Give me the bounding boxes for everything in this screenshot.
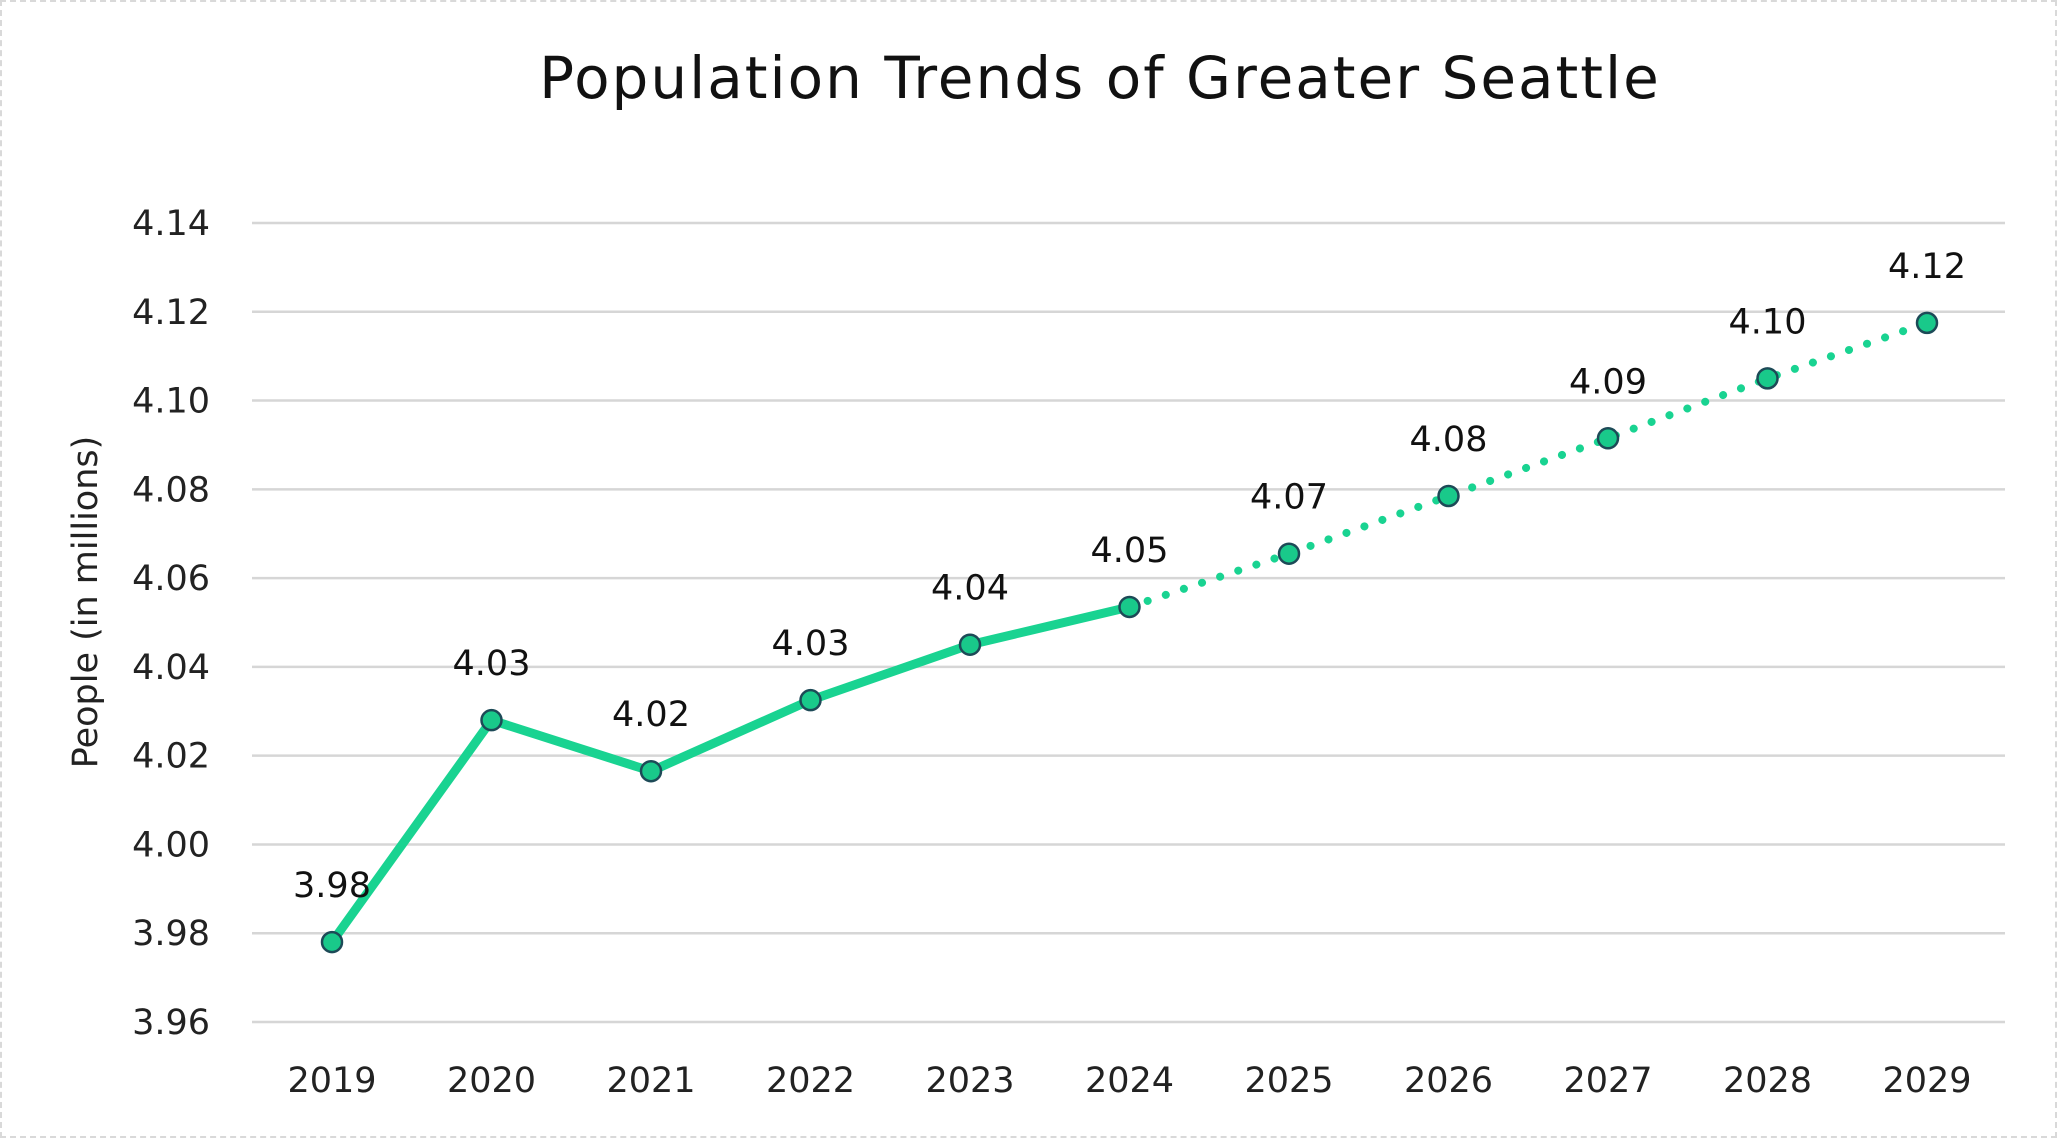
x-tick-label: 2028 (1723, 1061, 1812, 1101)
data-label: 4.04 (931, 569, 1009, 609)
series-points (320, 311, 1939, 954)
y-tick-label: 4.02 (132, 737, 210, 777)
data-point (1596, 427, 1620, 450)
y-tick-label: 3.98 (132, 914, 210, 954)
y-axis-ticks: 3.96 3.98 4.00 4.02 4.04 4.06 4.08 4.10 4.12 4.14 (132, 204, 210, 1043)
data-label: 4.07 (1250, 478, 1328, 518)
data-label: 4.03 (772, 624, 850, 664)
data-point (1915, 311, 1939, 335)
projected-series-line (1125, 318, 1931, 611)
data-label: 4.12 (1888, 247, 1966, 287)
x-tick-label: 2029 (1882, 1061, 1971, 1101)
x-tick-label: 2019 (287, 1061, 376, 1101)
y-tick-label: 4.04 (132, 648, 210, 688)
data-label: 4.02 (612, 695, 690, 735)
y-tick-label: 3.96 (132, 1003, 210, 1043)
data-labels: 3.98 4.03 4.02 4.03 4.04 4.05 4.07 4.08 4.09 4.10… (293, 247, 1966, 906)
data-label: 4.05 (1091, 531, 1169, 571)
x-tick-label: 2027 (1563, 1061, 1652, 1101)
x-tick-label: 2023 (925, 1061, 1014, 1101)
x-tick-label: 2024 (1085, 1061, 1174, 1101)
data-label: 4.08 (1410, 420, 1488, 460)
x-tick-label: 2026 (1404, 1061, 1493, 1101)
x-tick-label: 2022 (766, 1061, 855, 1101)
data-point (320, 930, 344, 954)
data-point (639, 759, 663, 783)
data-point (1118, 595, 1141, 619)
data-label: 3.98 (293, 866, 371, 906)
data-point (958, 633, 982, 656)
data-label: 4.10 (1729, 302, 1807, 342)
x-tick-label: 2020 (447, 1061, 536, 1101)
data-label: 4.03 (453, 644, 531, 684)
chart-title: Population Trends of Greater Seattle (539, 44, 1661, 112)
x-tick-label: 2021 (606, 1061, 695, 1101)
data-label: 4.09 (1569, 362, 1647, 402)
y-tick-label: 4.06 (132, 559, 210, 599)
y-tick-label: 4.00 (132, 825, 210, 865)
grid-lines (252, 221, 2005, 1024)
data-point (1437, 484, 1460, 508)
data-point (799, 688, 822, 712)
y-tick-label: 4.14 (132, 204, 210, 244)
y-axis-title: People (in millions) (66, 436, 106, 769)
data-point (1756, 367, 1779, 390)
historical-series-line (327, 602, 1134, 947)
y-tick-label: 4.10 (132, 382, 210, 422)
y-tick-label: 4.08 (132, 470, 210, 510)
x-axis-ticks: 2019 2020 2021 2022 2023 2024 2025 2026 2027 2028… (287, 1061, 1971, 1101)
series-lines (327, 318, 1931, 947)
x-tick-label: 2025 (1244, 1061, 1333, 1101)
data-point (1277, 542, 1301, 565)
y-tick-label: 4.12 (132, 293, 210, 333)
data-point (480, 708, 503, 732)
